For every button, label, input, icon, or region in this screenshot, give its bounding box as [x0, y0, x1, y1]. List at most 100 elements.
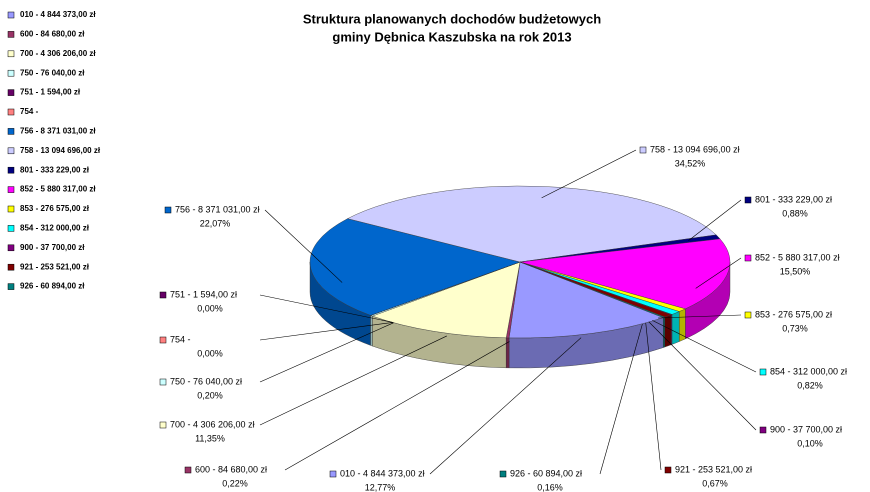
legend-swatch — [7, 147, 15, 155]
callout-swatch — [759, 426, 767, 434]
callout-swatch — [159, 421, 167, 429]
legend-label: 754 - — [20, 107, 39, 116]
callout-label: 700 - 4 306 206,00 zł — [170, 419, 255, 429]
legend-swatch — [7, 128, 15, 135]
leader-line — [688, 199, 742, 241]
callout-swatch — [499, 470, 507, 478]
pie-slice — [309, 218, 521, 316]
callout-swatch — [329, 470, 337, 478]
pie-slice — [519, 238, 731, 310]
leader-line — [259, 322, 394, 383]
leader-line — [652, 320, 757, 373]
legend-swatch — [7, 11, 15, 19]
callout-percent: 0,73% — [782, 323, 808, 333]
callout-percent: 0,67% — [702, 478, 728, 488]
legend-label: 758 - 13 094 696,00 zł — [20, 146, 101, 155]
leader-line — [259, 294, 394, 323]
leader-line — [284, 341, 510, 471]
pie-side — [370, 315, 373, 347]
callout-percent: 0,88% — [782, 208, 808, 218]
legend-swatch — [7, 108, 15, 116]
callout-percent: 11,35% — [195, 433, 225, 443]
callout-percent: 34,52% — [675, 158, 706, 168]
pie-side — [663, 316, 665, 348]
callout-percent: 0,20% — [197, 390, 223, 400]
legend-label: 801 - 333 229,00 zł — [20, 165, 90, 174]
callout-percent: 0,00% — [197, 303, 223, 313]
legend-label: 600 - 84 680,00 zł — [20, 30, 85, 39]
leader-line — [259, 335, 447, 426]
callout-label: 600 - 84 680,00 zł — [195, 464, 267, 474]
leader-line — [599, 323, 643, 475]
callout-swatch — [744, 254, 752, 262]
legend-label: 921 - 253 521,00 zł — [20, 262, 90, 271]
callout-swatch — [639, 146, 647, 154]
leader-line — [264, 209, 343, 283]
leader-line — [541, 149, 637, 199]
pie-slice — [347, 185, 717, 263]
callout-percent: 0,10% — [797, 438, 823, 448]
callout-label: 854 - 312 000,00 zł — [770, 366, 847, 376]
callout-swatch — [159, 378, 167, 386]
legend-swatch — [7, 50, 15, 58]
callout-label: 750 - 76 040,00 zł — [170, 376, 242, 386]
leader-line — [695, 257, 742, 289]
leader-line — [429, 337, 582, 475]
legend-label: 926 - 60 894,00 zł — [20, 282, 85, 291]
legend-label: 900 - 37 700,00 zł — [20, 243, 85, 252]
pie-side — [664, 314, 672, 348]
leader-line — [657, 314, 742, 319]
legend-swatch — [7, 225, 15, 232]
chart-title: gminy Dębnica Kaszubska na rok 2013 — [332, 29, 571, 44]
legend-swatch — [7, 263, 15, 271]
legend-label: 010 - 4 844 373,00 zł — [20, 10, 96, 19]
callout-percent: 0,16% — [537, 482, 563, 492]
callout-label: 754 - — [170, 334, 191, 344]
legend-label: 700 - 4 306 206,00 zł — [20, 49, 96, 58]
callout-percent: 15,50% — [780, 266, 811, 276]
callout-swatch — [664, 466, 672, 474]
callout-percent: 0,82% — [797, 380, 823, 390]
legend-label: 853 - 276 575,00 zł — [20, 204, 90, 213]
callout-percent: 0,22% — [222, 478, 248, 488]
pie-side — [671, 311, 680, 345]
callout-swatch — [744, 311, 752, 319]
legend-swatch — [7, 205, 15, 213]
legend-swatch — [7, 89, 15, 96]
leader-line — [648, 321, 757, 431]
callout-label: 758 - 13 094 696,00 zł — [650, 144, 740, 154]
callout-swatch — [759, 368, 767, 376]
legend-label: 854 - 312 000,00 zł — [20, 224, 90, 233]
legend-swatch — [7, 69, 15, 77]
callout-percent: 22,07% — [200, 218, 231, 228]
legend-swatch — [7, 31, 15, 38]
callout-label: 853 - 276 575,00 zł — [755, 309, 832, 319]
legend-swatch — [7, 283, 15, 290]
callout-percent: 12,77% — [365, 482, 396, 492]
callout-label: 751 - 1 594,00 zł — [170, 289, 237, 299]
legend-label: 852 - 5 880 317,00 zł — [20, 185, 96, 194]
leader-line — [259, 322, 394, 341]
callout-label: 801 - 333 229,00 zł — [755, 194, 832, 204]
legend-label: 750 - 76 040,00 zł — [20, 68, 85, 77]
chart-title: Struktura planowanych dochodów budżetowy… — [303, 11, 601, 26]
callout-percent: 0,00% — [197, 348, 223, 358]
leader-line — [645, 322, 662, 471]
callout-label: 900 - 37 700,00 zł — [770, 424, 842, 434]
callout-label: 852 - 5 880 317,00 zł — [755, 252, 840, 262]
callout-label: 756 - 8 371 031,00 zł — [175, 204, 260, 214]
callout-swatch — [159, 336, 167, 344]
callout-label: 921 - 253 521,00 zł — [675, 464, 752, 474]
callout-label: 010 - 4 844 373,00 zł — [340, 468, 425, 478]
callout-swatch — [184, 466, 192, 474]
legend-swatch — [7, 166, 15, 174]
callout-swatch — [744, 196, 752, 204]
legend-swatch — [7, 186, 15, 193]
legend-label: 756 - 8 371 031,00 zł — [20, 127, 96, 136]
pie-slice — [371, 261, 521, 339]
legend-label: 751 - 1 594,00 zł — [20, 88, 81, 97]
callout-label: 926 - 60 894,00 zł — [510, 468, 582, 478]
callout-swatch — [164, 206, 172, 214]
pie-slice — [508, 261, 664, 339]
